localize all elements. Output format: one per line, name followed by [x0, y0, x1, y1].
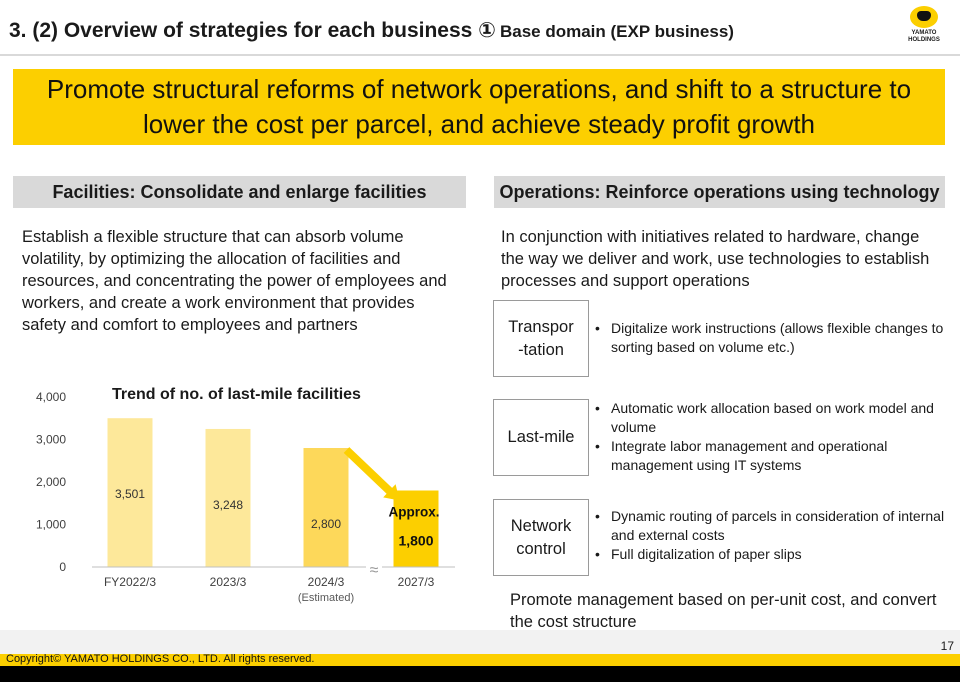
- trend-arrow: [343, 447, 400, 501]
- bar-value-label: 3,248: [213, 498, 243, 512]
- ops-label-line: control: [516, 539, 566, 558]
- x-tick-label: 2024/3: [308, 575, 345, 589]
- footer-band: [0, 630, 960, 654]
- x-tick-note: (Estimated): [298, 592, 354, 604]
- cat-logo-icon: [910, 6, 938, 28]
- bar-fy2022-3: [107, 418, 153, 567]
- facilities-bar-chart: Trend of no. of last-mile facilities 0 1,…: [36, 386, 455, 604]
- operations-conclusion: Promote management based on per-unit cos…: [510, 591, 937, 631]
- y-tick-label: 4,000: [36, 390, 66, 404]
- bar-2023-3: [205, 428, 251, 567]
- ops-label-line: Last-mile: [507, 428, 575, 446]
- y-tick-label: 1,000: [36, 518, 66, 532]
- y-tick-label: 3,000: [36, 433, 66, 447]
- x-tick-label: 2023/3: [210, 575, 247, 589]
- x-axis-labels: FY2022/3 2023/3 2024/3 (Estimated) 2027/3: [104, 575, 435, 604]
- ops-label-line: Network: [510, 516, 572, 535]
- ops-label-line: Transpor: [508, 317, 574, 336]
- bar-2024-3: [303, 448, 349, 567]
- bar-value-label: 1,800: [398, 533, 433, 549]
- ops-bullets-network-control: Dynamic routing of parcels in considerat…: [593, 507, 948, 564]
- y-tick-label: 2,000: [36, 475, 66, 489]
- y-axis-ticks: 0 1,000 2,000 3,000 4,000: [36, 390, 66, 574]
- footer-yellow-bar: [0, 654, 960, 666]
- ops-label-line: -tation: [518, 340, 564, 359]
- ops-label-last-mile: Last-mile: [493, 399, 589, 476]
- bar-value-label: 3,501: [115, 487, 145, 501]
- ops-label-transportation: Transpor -tation: [493, 300, 589, 377]
- axis-break-gap: [366, 557, 382, 577]
- operations-description: In conjunction with initiatives related …: [501, 228, 930, 290]
- ops-bullet-item: Integrate labor management and operation…: [593, 437, 948, 475]
- title-main: 3. (2) Overview of strategies for each b…: [9, 19, 496, 42]
- axis-break-symbol: ≈: [370, 562, 379, 579]
- bar-value-label: 2,800: [311, 517, 341, 531]
- logo-text: YAMATO HOLDINGS: [908, 30, 940, 43]
- page-title: 3. (2) Overview of strategies for each b…: [9, 18, 734, 43]
- bar-2027-3: [393, 490, 439, 567]
- ops-label-network-control: Network control: [493, 499, 589, 576]
- ops-bullet-item: Dynamic routing of parcels in considerat…: [593, 507, 948, 545]
- x-tick-label: FY2022/3: [104, 575, 156, 589]
- facilities-description: Establish a flexible structure that can …: [22, 228, 447, 334]
- x-tick-label: 2027/3: [398, 575, 435, 589]
- ops-bullet-item: Full digitalization of paper slips: [593, 545, 948, 564]
- page-number: 17: [940, 639, 954, 653]
- key-message-banner: Promote structural reforms of network op…: [13, 69, 945, 145]
- y-tick-label: 0: [59, 560, 66, 574]
- footer-black-bar: [0, 666, 960, 682]
- ops-bullet-item: Digitalize work instructions (allows fle…: [593, 319, 948, 357]
- facilities-heading: Facilities: Consolidate and enlarge faci…: [13, 176, 466, 208]
- title-subtitle: Base domain (EXP business): [499, 22, 734, 41]
- title-divider: [0, 54, 960, 56]
- operations-heading: Operations: Reinforce operations using t…: [494, 176, 945, 208]
- ops-bullets-transportation: Digitalize work instructions (allows fle…: [593, 319, 948, 357]
- company-logo: YAMATO HOLDINGS: [900, 6, 948, 50]
- chart-title: Trend of no. of last-mile facilities: [112, 386, 361, 403]
- copyright-text: Copyright© YAMATO HOLDINGS CO., LTD. All…: [6, 653, 315, 665]
- ops-bullets-last-mile: Automatic work allocation based on work …: [593, 399, 948, 475]
- ops-bullet-item: Automatic work allocation based on work …: [593, 399, 948, 437]
- banner-text: Promote structural reforms of network op…: [46, 74, 912, 139]
- axis-break-mark: ≈: [366, 557, 382, 579]
- bar-value-prefix: Approx.: [388, 505, 439, 520]
- chart-bars: 3,501 3,248 2,800 Approx. 1,800: [107, 418, 440, 567]
